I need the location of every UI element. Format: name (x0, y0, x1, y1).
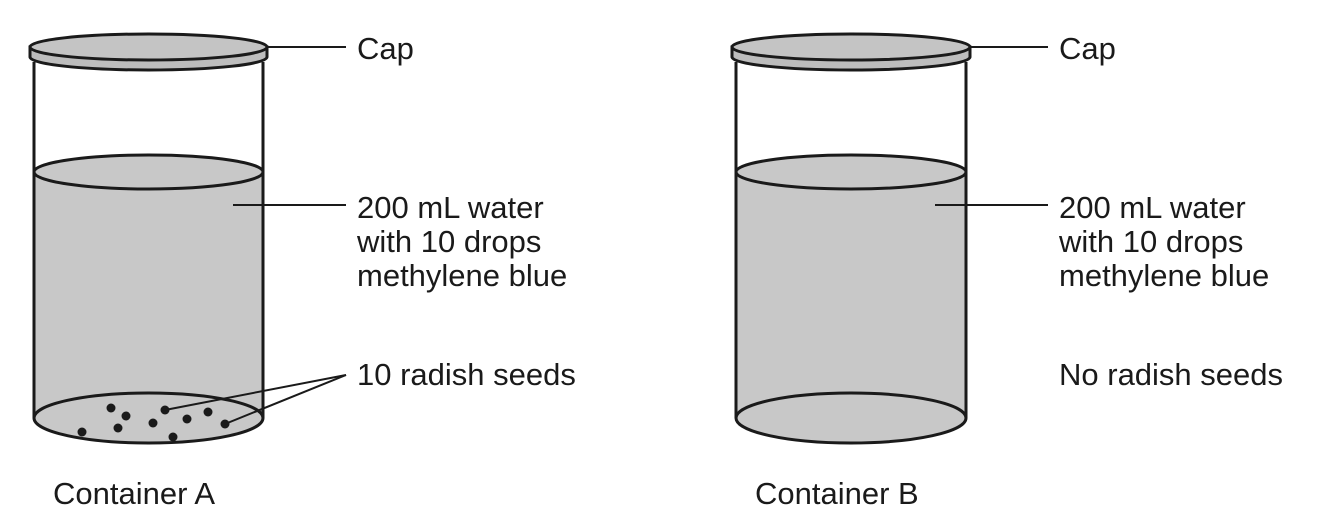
seed (203, 407, 213, 417)
container-b (730, 32, 1048, 445)
container-b-cap-top (730, 32, 972, 62)
container-b-liquid-surface (734, 153, 968, 191)
container-a-seeds-label: 10 radish seeds (357, 357, 576, 392)
seed (121, 411, 131, 421)
container-b-title: Container B (755, 476, 919, 511)
container-a-seeds-leader-1 (164, 374, 347, 411)
container-a-solution-label-line3: methylene blue (357, 258, 568, 293)
container-b-seeds-label: No radish seeds (1059, 357, 1284, 392)
seed (113, 423, 123, 433)
container-a-seeds-leader-2 (224, 374, 347, 425)
container-b-solution-label-line3: methylene blue (1059, 258, 1270, 293)
container-b-cap-label: Cap (1059, 31, 1116, 66)
container-a-cap-top (28, 32, 269, 62)
seed (168, 432, 178, 442)
container-a-title: Container A (53, 476, 215, 511)
container-a-liquid-surface (32, 153, 265, 191)
container-b-solution-label-line2: with 10 drops (1059, 224, 1244, 259)
container-a-bottom (32, 391, 265, 445)
container-b-liquid (736, 172, 966, 443)
container-a-liquid (34, 172, 263, 443)
container-a-seeds (77, 403, 230, 442)
seed (77, 427, 87, 437)
container-a-solution-label-line2: with 10 drops (357, 224, 542, 259)
seed (148, 418, 158, 428)
container-b-bottom (734, 391, 968, 445)
container-b-solution-label-line1: 200 mL water (1059, 190, 1246, 225)
container-a-cap-label: Cap (357, 31, 414, 66)
seed (182, 414, 192, 424)
seed (106, 403, 116, 413)
container-a-solution-label-line1: 200 mL water (357, 190, 544, 225)
container-a (28, 32, 347, 445)
